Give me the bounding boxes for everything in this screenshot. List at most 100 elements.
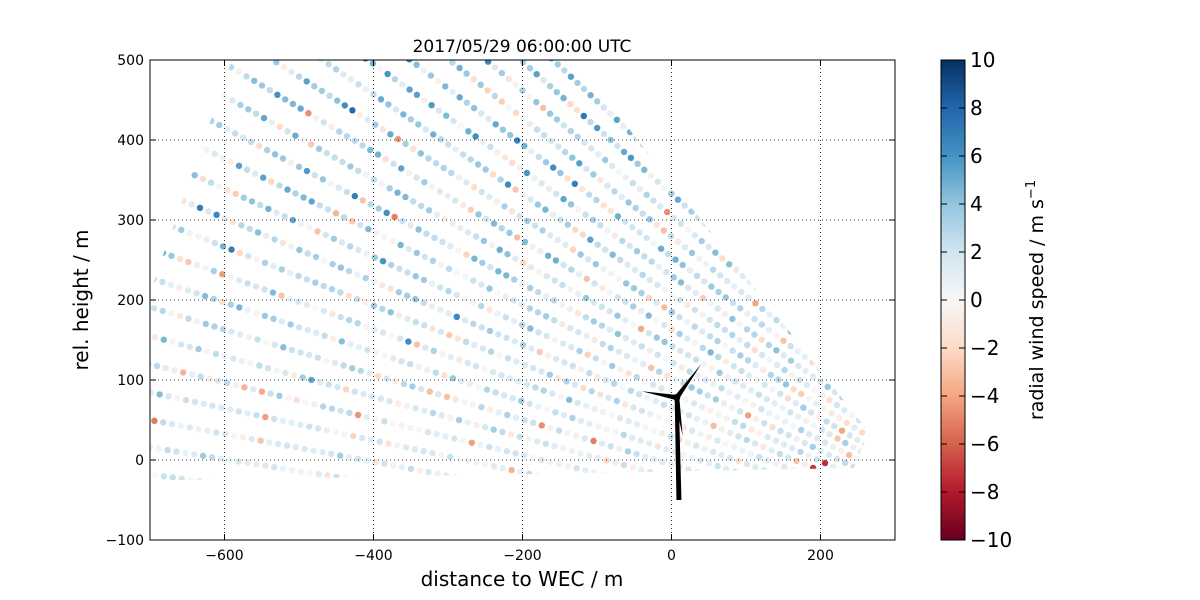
scatter-point <box>897 167 903 173</box>
scatter-point <box>383 375 390 382</box>
scatter-point <box>554 61 561 68</box>
scatter-point <box>898 330 904 336</box>
scatter-point <box>591 405 598 413</box>
scatter-point <box>193 318 201 325</box>
scatter-point <box>618 193 625 201</box>
scatter-point <box>271 464 278 471</box>
scatter-point <box>670 214 678 222</box>
scatter-point <box>403 402 411 410</box>
scatter-point <box>527 325 534 332</box>
scatter-point <box>455 174 463 181</box>
scatter-point <box>529 364 537 372</box>
scatter-point <box>202 320 209 328</box>
scatter-point <box>590 437 597 445</box>
scatter-point <box>564 221 571 228</box>
scatter-point <box>468 439 475 446</box>
scatter-point <box>633 373 640 381</box>
scatter-point <box>280 344 287 351</box>
scatter-point <box>656 368 663 375</box>
scatter-point <box>795 413 802 420</box>
scatter-point <box>314 425 322 432</box>
scatter-point <box>436 188 444 195</box>
scatter-point <box>569 362 576 370</box>
colorbar-tick-label: 2 <box>970 240 983 264</box>
scatter-point <box>378 180 385 188</box>
scatter-point <box>573 465 580 472</box>
scatter-point <box>574 79 581 87</box>
scatter-point <box>446 453 454 461</box>
scatter-point <box>303 78 310 85</box>
scatter-point <box>364 116 371 124</box>
scatter-point <box>604 227 611 234</box>
scatter-point <box>334 97 341 104</box>
scatter-point <box>672 376 679 383</box>
scatter-point <box>837 447 845 455</box>
scatter-point <box>156 391 163 398</box>
scatter-point <box>350 432 357 440</box>
scatter-point <box>174 395 181 402</box>
scatter-point <box>391 213 398 221</box>
scatter-point <box>581 435 589 442</box>
scatter-point <box>631 356 639 363</box>
scatter-point <box>438 412 445 419</box>
scatter-point <box>219 325 227 333</box>
scatter-point <box>374 372 382 380</box>
scatter-point <box>820 405 828 412</box>
scatter-point <box>369 60 377 67</box>
scatter-point <box>292 190 299 197</box>
scatter-point <box>261 259 269 266</box>
scatter-point <box>287 243 295 250</box>
scatter-point <box>661 321 668 328</box>
scatter-point <box>696 388 703 395</box>
scatter-point <box>445 141 452 148</box>
scatter-point <box>553 116 561 123</box>
scatter-point <box>303 301 311 308</box>
scatter-point <box>801 439 808 447</box>
scatter-point <box>710 422 717 429</box>
scatter-point <box>712 249 719 256</box>
scatter-point <box>647 172 655 179</box>
scatter-point <box>535 268 543 275</box>
scatter-point <box>558 301 566 308</box>
scatter-point <box>347 341 354 348</box>
scatter-point <box>251 77 258 85</box>
scatter-point <box>423 230 430 237</box>
scatter-point <box>699 294 707 302</box>
scatter-point <box>544 252 552 259</box>
scatter-point <box>672 256 679 263</box>
scatter-point <box>488 348 495 355</box>
scatter-point <box>384 70 391 78</box>
scatter-point <box>241 384 248 391</box>
scatter-point <box>184 287 192 294</box>
scatter-point <box>372 416 379 423</box>
scatter-point <box>535 403 542 410</box>
scatter-point <box>219 271 226 278</box>
scatter-point <box>297 105 304 112</box>
scatter-point <box>637 307 645 315</box>
scatter-point <box>499 126 507 133</box>
scatter-point <box>650 427 658 434</box>
scatter-point <box>186 230 193 237</box>
scatter-point <box>343 133 351 140</box>
colorbar-tick-label: −2 <box>970 336 999 360</box>
scatter-point <box>282 96 289 103</box>
scatter-point <box>625 199 632 206</box>
scatter-point <box>551 336 559 343</box>
scatter-point <box>521 361 528 368</box>
scatter-point <box>337 289 344 296</box>
scatter-point <box>898 219 904 225</box>
scatter-point <box>308 376 315 384</box>
scatter-point <box>307 141 315 148</box>
colorbar-ticks: 10 8 6 4 2 0 −2 −4 −6 −8 −10 <box>941 48 1012 552</box>
scatter-point <box>641 253 648 260</box>
scatter-point <box>684 335 691 342</box>
scatter-point <box>604 182 611 189</box>
scatter-point <box>594 124 601 132</box>
scatter-point <box>718 426 726 433</box>
scatter-point <box>710 380 717 388</box>
scatter-point <box>406 86 413 93</box>
scatter-point <box>577 417 585 424</box>
scatter-point <box>557 393 564 400</box>
scatter-point <box>275 440 282 448</box>
scatter-point <box>547 137 555 144</box>
